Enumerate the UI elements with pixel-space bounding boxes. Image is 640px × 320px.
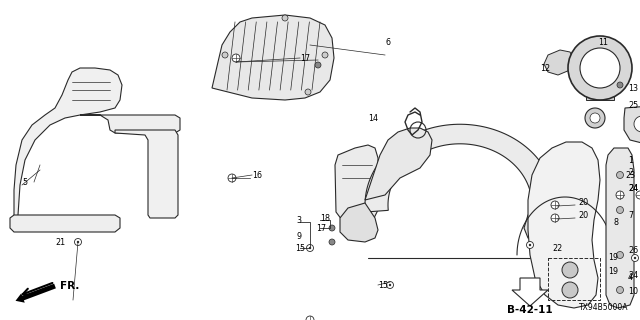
Polygon shape — [524, 205, 556, 242]
Text: 12: 12 — [540, 63, 550, 73]
Circle shape — [616, 191, 624, 199]
Circle shape — [387, 282, 394, 289]
Circle shape — [634, 116, 640, 132]
Text: 23: 23 — [625, 171, 635, 180]
Bar — [548, 258, 600, 300]
Polygon shape — [544, 50, 574, 75]
Circle shape — [529, 244, 531, 246]
Polygon shape — [80, 115, 180, 133]
Circle shape — [77, 241, 79, 243]
Circle shape — [307, 244, 314, 252]
Text: 13: 13 — [628, 84, 638, 92]
Text: 17: 17 — [316, 223, 326, 233]
Text: 25: 25 — [628, 100, 638, 109]
Circle shape — [306, 316, 314, 320]
Circle shape — [329, 239, 335, 245]
Polygon shape — [606, 148, 634, 308]
Text: B-42-11: B-42-11 — [507, 305, 553, 315]
Text: 15: 15 — [295, 244, 305, 252]
Circle shape — [232, 54, 240, 62]
Circle shape — [562, 282, 578, 298]
Text: 18: 18 — [320, 213, 330, 222]
Circle shape — [617, 82, 623, 88]
Text: 24: 24 — [628, 183, 638, 193]
Polygon shape — [586, 88, 614, 100]
Text: 24: 24 — [628, 183, 638, 193]
FancyArrow shape — [15, 284, 56, 303]
Text: 3: 3 — [296, 215, 301, 225]
Circle shape — [636, 191, 640, 199]
Polygon shape — [335, 145, 378, 222]
Circle shape — [585, 108, 605, 128]
Text: 20: 20 — [578, 197, 588, 206]
Polygon shape — [340, 203, 378, 242]
Circle shape — [315, 62, 321, 68]
Circle shape — [616, 172, 623, 179]
Polygon shape — [528, 142, 600, 308]
Circle shape — [616, 286, 623, 293]
Polygon shape — [115, 130, 178, 218]
Circle shape — [634, 257, 636, 259]
Text: 20: 20 — [578, 211, 588, 220]
Text: 24: 24 — [628, 270, 638, 279]
Text: 14: 14 — [368, 114, 378, 123]
Circle shape — [551, 214, 559, 222]
Circle shape — [228, 174, 236, 182]
Text: FR.: FR. — [60, 281, 79, 291]
Circle shape — [282, 15, 288, 21]
Circle shape — [389, 284, 391, 286]
Text: 7: 7 — [628, 211, 633, 220]
Circle shape — [568, 36, 632, 100]
Text: 19: 19 — [608, 268, 618, 276]
Text: 4: 4 — [628, 274, 633, 283]
Text: 16: 16 — [252, 171, 262, 180]
Text: 10: 10 — [628, 287, 638, 297]
Circle shape — [551, 201, 559, 209]
Polygon shape — [14, 68, 122, 220]
Circle shape — [632, 254, 639, 261]
Text: 22: 22 — [552, 244, 563, 252]
Text: 26: 26 — [628, 245, 638, 254]
Circle shape — [616, 206, 623, 213]
Polygon shape — [512, 278, 548, 306]
Polygon shape — [624, 106, 640, 143]
Polygon shape — [365, 124, 555, 212]
Polygon shape — [365, 128, 432, 200]
Text: TX94B5000A: TX94B5000A — [579, 303, 628, 312]
Circle shape — [309, 247, 311, 249]
Text: 19: 19 — [608, 253, 618, 262]
Text: 2: 2 — [628, 167, 633, 177]
Text: 15: 15 — [378, 281, 388, 290]
Text: 1: 1 — [628, 156, 633, 164]
Text: 17: 17 — [300, 53, 310, 62]
Text: 9: 9 — [296, 231, 301, 241]
Circle shape — [580, 48, 620, 88]
Circle shape — [329, 225, 335, 231]
Polygon shape — [10, 215, 120, 232]
Circle shape — [305, 89, 311, 95]
Text: 8: 8 — [614, 218, 619, 227]
Text: 21: 21 — [55, 237, 65, 246]
Circle shape — [74, 238, 81, 245]
Circle shape — [527, 242, 534, 249]
Text: 6: 6 — [385, 37, 390, 46]
Circle shape — [322, 52, 328, 58]
Text: 11: 11 — [598, 37, 608, 46]
Circle shape — [562, 262, 578, 278]
Circle shape — [590, 113, 600, 123]
Circle shape — [616, 252, 623, 259]
Text: 5: 5 — [22, 178, 27, 187]
Polygon shape — [212, 15, 334, 100]
Circle shape — [222, 52, 228, 58]
